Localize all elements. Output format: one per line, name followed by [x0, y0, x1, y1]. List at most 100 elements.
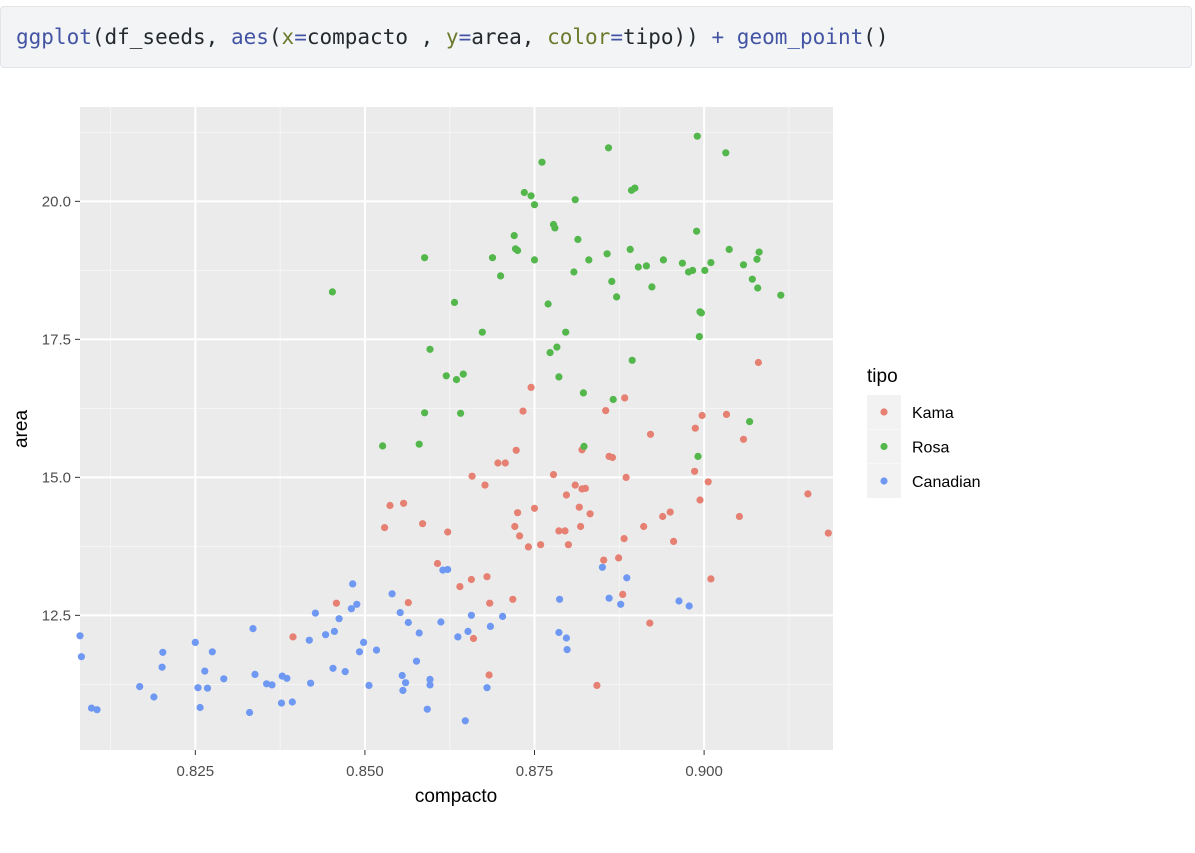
point-kama [481, 481, 489, 489]
point-rosa [574, 235, 582, 243]
point-canadian [444, 565, 452, 574]
point-rosa [457, 409, 465, 417]
point-kama [704, 478, 712, 486]
point-rosa [459, 370, 467, 378]
point-kama [739, 435, 748, 443]
point-rosa [609, 395, 617, 404]
point-kama [485, 671, 493, 679]
point-kama [646, 619, 654, 627]
point-canadian [288, 698, 296, 706]
point-rosa [648, 283, 656, 291]
point-kama [735, 512, 744, 521]
point-canadian [467, 611, 475, 619]
point-rosa [739, 261, 748, 269]
point-kama [581, 484, 590, 492]
point-rosa [580, 442, 588, 450]
y-axis-label: area [11, 410, 32, 448]
point-canadian [150, 693, 158, 701]
point-rosa [426, 345, 434, 353]
point-rosa [579, 389, 588, 397]
point-kama [640, 522, 648, 531]
point-canadian [77, 653, 85, 661]
code-token: ( [268, 25, 282, 49]
point-canadian [353, 600, 361, 608]
point-rosa [725, 245, 733, 253]
code-token: y [445, 25, 459, 49]
point-rosa [527, 192, 535, 200]
point-rosa [421, 254, 429, 262]
point-kama [824, 529, 832, 537]
legend-label: Kama [912, 405, 954, 422]
point-rosa [748, 275, 756, 283]
x-axis: 0.825 0.850 0.875 0.900 [177, 750, 723, 780]
point-canadian [415, 629, 423, 637]
point-rosa [452, 376, 461, 384]
code-token: ggplot [16, 25, 92, 49]
code-token: color [547, 25, 611, 49]
code-token: tipo)) [622, 25, 712, 49]
point-kama [524, 543, 533, 551]
point-kama [646, 430, 655, 438]
point-canadian [360, 638, 368, 647]
point-canadian [426, 675, 434, 684]
point-rosa [570, 268, 578, 276]
point-canadian [87, 704, 96, 712]
point-rosa [707, 259, 715, 267]
point-canadian [437, 618, 445, 626]
point-rosa [551, 224, 559, 232]
point-rosa [478, 328, 486, 336]
code-token: compacto , [306, 25, 446, 49]
point-rosa [693, 132, 701, 140]
point-rosa [530, 256, 539, 264]
point-kama [564, 541, 573, 549]
point-kama [615, 554, 623, 562]
point-canadian [347, 605, 355, 613]
point-rosa [693, 227, 701, 235]
point-rosa [546, 349, 554, 357]
point-canadian [251, 670, 259, 679]
point-kama [691, 467, 699, 475]
point-rosa [746, 418, 754, 426]
point-kama [622, 473, 630, 481]
code-token: + [711, 25, 725, 49]
point-canadian [349, 580, 357, 588]
point-kama [575, 503, 583, 511]
legend-key-rosa [880, 442, 888, 451]
point-kama [600, 556, 608, 564]
point-rosa [585, 256, 593, 264]
x-tick-label: 0.825 [177, 763, 215, 780]
point-rosa [694, 452, 702, 460]
point-rosa [608, 277, 616, 285]
point-canadian [675, 597, 683, 605]
y-tick-label: 17.5 [42, 331, 71, 348]
point-canadian [423, 705, 431, 713]
point-canadian [283, 674, 291, 682]
point-rosa [613, 293, 621, 301]
point-kama [722, 410, 731, 418]
point-kama [467, 575, 475, 584]
point-kama [444, 528, 452, 536]
point-rosa [571, 196, 579, 204]
point-canadian [307, 679, 315, 687]
code-token: = [458, 25, 472, 49]
point-kama [619, 590, 627, 599]
data-points [76, 132, 832, 725]
point-canadian [196, 703, 204, 712]
legend-title: tipo [867, 366, 898, 387]
code-token: area, [471, 25, 548, 49]
point-canadian [388, 590, 396, 598]
point-canadian [372, 646, 381, 654]
point-canadian [398, 671, 406, 680]
point-canadian [454, 633, 462, 641]
point-canadian [191, 638, 199, 647]
point-kama [555, 527, 563, 535]
point-rosa [659, 256, 668, 264]
point-canadian [499, 612, 507, 621]
point-kama [433, 559, 442, 568]
point-kama [659, 512, 667, 521]
legend: tipo Kama Rosa Canadian [867, 366, 981, 498]
point-rosa [514, 246, 522, 255]
point-canadian [330, 627, 338, 636]
legend-key-kama [880, 408, 888, 416]
point-canadian [305, 636, 313, 644]
